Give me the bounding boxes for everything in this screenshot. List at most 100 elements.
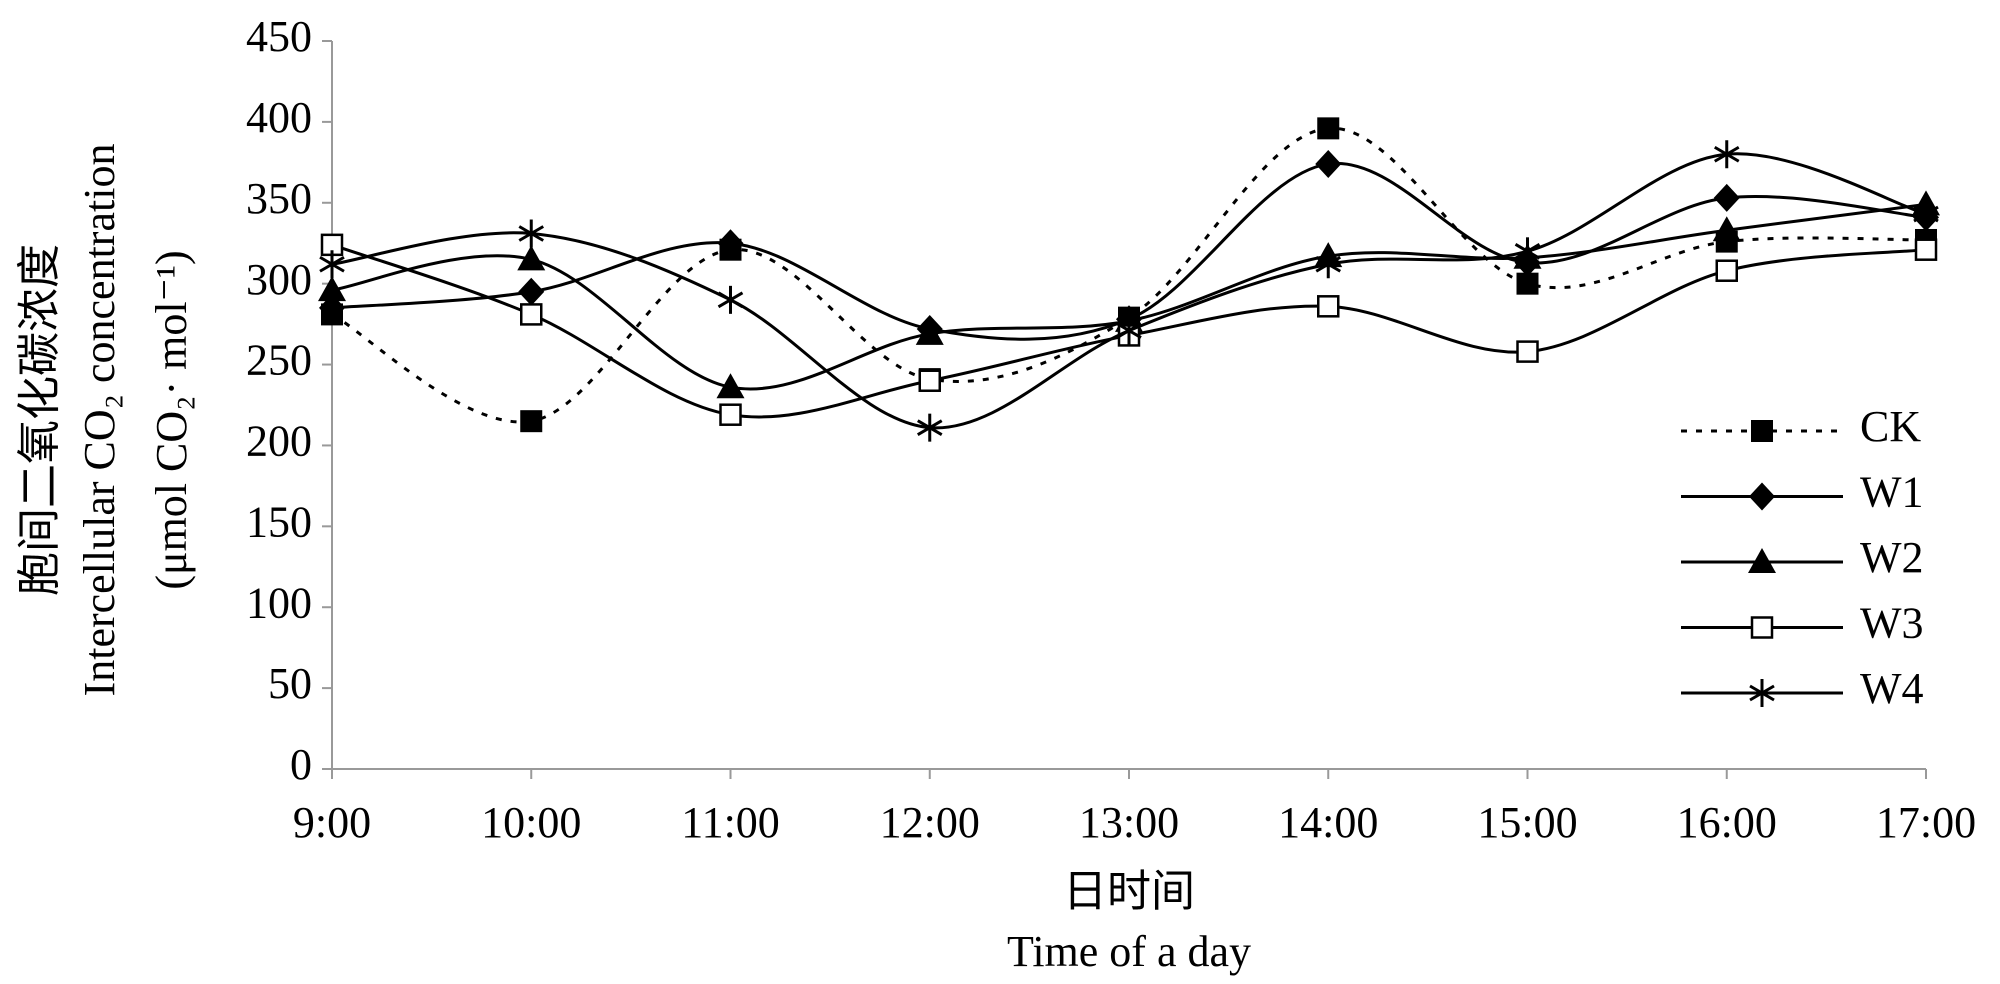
marker <box>1913 200 1939 229</box>
marker <box>520 303 543 326</box>
marker <box>719 403 742 426</box>
marker <box>916 413 943 442</box>
y-tick-label: 150 <box>246 497 312 546</box>
marker-shape <box>520 303 543 326</box>
marker <box>716 373 745 399</box>
marker-shape <box>1749 684 1775 702</box>
marker-shape <box>1514 243 1541 260</box>
marker-shape <box>717 291 744 309</box>
x-tick-label: 16:00 <box>1677 798 1777 847</box>
marker-shape <box>1750 616 1774 639</box>
marker <box>1712 216 1741 242</box>
marker-shape <box>1749 482 1775 511</box>
marker <box>1514 237 1541 266</box>
marker <box>1516 340 1539 363</box>
marker <box>1749 482 1775 511</box>
marker-shape <box>916 419 943 436</box>
marker-shape <box>719 403 742 426</box>
y-axis-label: 胞间二氧化碳浓度 Intercellular CO₂ concentration… <box>15 144 196 697</box>
marker-shape <box>1751 420 1773 442</box>
marker <box>1116 316 1142 345</box>
marker-shape <box>518 225 545 242</box>
marker-shape <box>318 276 346 302</box>
marker <box>915 319 944 345</box>
marker <box>1749 679 1775 707</box>
marker-shape <box>1315 149 1342 178</box>
marker <box>1516 272 1539 295</box>
x-tick-label: 10:00 <box>481 798 581 847</box>
legend-label: W1 <box>1860 468 1924 517</box>
x-tick-label: 15:00 <box>1477 798 1577 847</box>
marker <box>717 285 744 314</box>
marker-shape <box>1315 255 1342 273</box>
marker <box>1315 250 1342 279</box>
y-label-line: 胞间二氧化碳浓度 <box>15 244 64 596</box>
marker <box>1315 149 1342 178</box>
marker-shape <box>1116 322 1142 339</box>
marker-shape <box>1317 295 1340 318</box>
marker-shape <box>1516 272 1539 295</box>
x-tick-label: 9:00 <box>293 798 371 847</box>
marker <box>1317 117 1340 140</box>
marker <box>1715 259 1738 282</box>
marker <box>1713 140 1740 169</box>
marker-shape <box>1713 145 1740 163</box>
marker-shape <box>517 245 546 271</box>
x-tick-label: 12:00 <box>880 798 980 847</box>
marker <box>319 250 345 279</box>
x-tick-label: 13:00 <box>1079 798 1179 847</box>
marker <box>318 276 346 302</box>
x-label-line: Time of a day <box>1007 927 1251 976</box>
y-label-line: Intercellular CO₂ concentration <box>75 144 124 697</box>
legend-label: W3 <box>1860 599 1924 648</box>
y-tick-label: 300 <box>246 255 312 304</box>
series-line <box>331 202 1927 391</box>
marker <box>517 245 546 271</box>
marker-shape <box>915 319 944 345</box>
marker <box>518 277 545 306</box>
x-tick-label: 11:00 <box>681 798 780 847</box>
y-tick-label: 250 <box>246 336 312 385</box>
marker-shape <box>1713 183 1740 212</box>
marker-shape <box>319 255 345 273</box>
marker <box>717 229 744 258</box>
x-tick-label: 14:00 <box>1278 798 1378 847</box>
marker <box>1751 420 1773 442</box>
marker-shape <box>1913 205 1939 223</box>
marker-shape <box>1748 548 1776 573</box>
marker <box>1750 616 1774 639</box>
marker-shape <box>1516 340 1539 363</box>
marker <box>518 219 545 248</box>
marker-shape <box>1712 216 1741 242</box>
y-tick-label: 0 <box>290 740 312 789</box>
marker-shape <box>1317 117 1340 140</box>
x-tick-label: 17:00 <box>1876 798 1976 847</box>
x-label-line: 日时间 <box>1063 867 1195 916</box>
legend-label: W4 <box>1860 664 1924 713</box>
marker <box>1748 548 1776 573</box>
y-tick-label: 50 <box>268 659 312 708</box>
marker-shape <box>717 229 744 258</box>
legend-label: CK <box>1860 402 1921 451</box>
marker <box>520 410 543 433</box>
marker-shape <box>520 410 543 433</box>
marker <box>918 369 941 392</box>
series-line <box>331 126 1927 424</box>
marker-shape <box>518 277 545 306</box>
marker <box>1713 183 1740 212</box>
marker-shape <box>1715 259 1738 282</box>
marker-shape <box>918 369 941 392</box>
series-line <box>331 152 1927 430</box>
marker <box>1317 295 1340 318</box>
marker-shape <box>716 373 745 399</box>
marker-shape <box>1914 238 1938 261</box>
legend-label: W2 <box>1860 533 1924 582</box>
y-tick-label: 100 <box>246 578 312 627</box>
y-tick-label: 200 <box>246 417 312 466</box>
y-tick-label: 400 <box>246 93 312 142</box>
y-tick-label: 350 <box>246 174 312 223</box>
y-tick-label: 450 <box>246 12 312 61</box>
marker <box>1914 238 1938 261</box>
y-label-line: (μmol CO₂· mol⁻¹) <box>147 250 196 589</box>
